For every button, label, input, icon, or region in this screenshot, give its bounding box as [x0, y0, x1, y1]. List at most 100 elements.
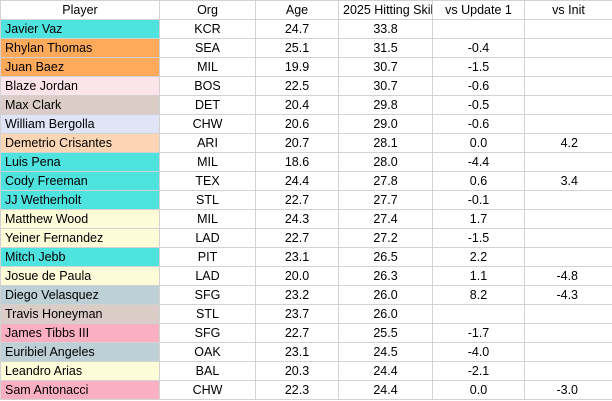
- org-cell[interactable]: SEA: [159, 38, 256, 58]
- player-cell[interactable]: James Tibbs III: [0, 323, 160, 343]
- vs-init-cell[interactable]: [524, 323, 612, 343]
- player-cell[interactable]: Juan Baez: [0, 57, 160, 77]
- vs-init-cell[interactable]: -4.8: [524, 266, 612, 286]
- header-vs-init[interactable]: vs Init: [524, 0, 612, 20]
- age-cell[interactable]: 22.7: [255, 190, 339, 210]
- hitting-skill-cell[interactable]: 30.7: [338, 57, 433, 77]
- hitting-skill-cell[interactable]: 24.4: [338, 380, 433, 400]
- org-cell[interactable]: PIT: [159, 247, 256, 267]
- vs-init-cell[interactable]: 4.2: [524, 133, 612, 153]
- vs-init-cell[interactable]: [524, 247, 612, 267]
- hitting-skill-cell[interactable]: 26.0: [338, 304, 433, 324]
- age-cell[interactable]: 24.3: [255, 209, 339, 229]
- hitting-skill-cell[interactable]: 27.8: [338, 171, 433, 191]
- vs-update-1-cell[interactable]: -0.4: [432, 38, 525, 58]
- org-cell[interactable]: BOS: [159, 76, 256, 96]
- player-cell[interactable]: Max Clark: [0, 95, 160, 115]
- hitting-skill-cell[interactable]: 33.8: [338, 19, 433, 39]
- age-cell[interactable]: 20.3: [255, 361, 339, 381]
- org-cell[interactable]: LAD: [159, 266, 256, 286]
- vs-update-1-cell[interactable]: 0.6: [432, 171, 525, 191]
- age-cell[interactable]: 20.7: [255, 133, 339, 153]
- player-cell[interactable]: Demetrio Crisantes: [0, 133, 160, 153]
- vs-update-1-cell[interactable]: -0.5: [432, 95, 525, 115]
- org-cell[interactable]: MIL: [159, 152, 256, 172]
- org-cell[interactable]: CHW: [159, 114, 256, 134]
- age-cell[interactable]: 24.4: [255, 171, 339, 191]
- age-cell[interactable]: 23.1: [255, 247, 339, 267]
- age-cell[interactable]: 20.4: [255, 95, 339, 115]
- hitting-skill-cell[interactable]: 25.5: [338, 323, 433, 343]
- vs-update-1-cell[interactable]: -4.0: [432, 342, 525, 362]
- age-cell[interactable]: 22.3: [255, 380, 339, 400]
- age-cell[interactable]: 23.1: [255, 342, 339, 362]
- vs-update-1-cell[interactable]: -1.5: [432, 228, 525, 248]
- player-cell[interactable]: Mitch Jebb: [0, 247, 160, 267]
- org-cell[interactable]: STL: [159, 190, 256, 210]
- hitting-skill-cell[interactable]: 26.3: [338, 266, 433, 286]
- vs-update-1-cell[interactable]: [432, 19, 525, 39]
- org-cell[interactable]: SFG: [159, 285, 256, 305]
- vs-init-cell[interactable]: [524, 152, 612, 172]
- vs-update-1-cell[interactable]: -0.6: [432, 76, 525, 96]
- vs-update-1-cell[interactable]: -0.1: [432, 190, 525, 210]
- age-cell[interactable]: 18.6: [255, 152, 339, 172]
- player-cell[interactable]: William Bergolla: [0, 114, 160, 134]
- org-cell[interactable]: SFG: [159, 323, 256, 343]
- hitting-skill-cell[interactable]: 30.7: [338, 76, 433, 96]
- player-cell[interactable]: Blaze Jordan: [0, 76, 160, 96]
- vs-init-cell[interactable]: [524, 342, 612, 362]
- player-cell[interactable]: Cody Freeman: [0, 171, 160, 191]
- org-cell[interactable]: MIL: [159, 57, 256, 77]
- org-cell[interactable]: ARI: [159, 133, 256, 153]
- vs-update-1-cell[interactable]: [432, 304, 525, 324]
- player-cell[interactable]: Luis Pena: [0, 152, 160, 172]
- vs-update-1-cell[interactable]: 0.0: [432, 380, 525, 400]
- vs-init-cell[interactable]: [524, 114, 612, 134]
- vs-update-1-cell[interactable]: -1.5: [432, 57, 525, 77]
- hitting-skill-cell[interactable]: 24.4: [338, 361, 433, 381]
- vs-init-cell[interactable]: 3.4: [524, 171, 612, 191]
- player-cell[interactable]: Travis Honeyman: [0, 304, 160, 324]
- org-cell[interactable]: OAK: [159, 342, 256, 362]
- hitting-skill-cell[interactable]: 29.8: [338, 95, 433, 115]
- hitting-skill-cell[interactable]: 26.5: [338, 247, 433, 267]
- hitting-skill-cell[interactable]: 27.4: [338, 209, 433, 229]
- player-cell[interactable]: Josue de Paula: [0, 266, 160, 286]
- org-cell[interactable]: BAL: [159, 361, 256, 381]
- vs-init-cell[interactable]: [524, 361, 612, 381]
- vs-init-cell[interactable]: [524, 76, 612, 96]
- vs-init-cell[interactable]: -4.3: [524, 285, 612, 305]
- hitting-skill-cell[interactable]: 29.0: [338, 114, 433, 134]
- vs-update-1-cell[interactable]: 1.7: [432, 209, 525, 229]
- age-cell[interactable]: 23.2: [255, 285, 339, 305]
- player-cell[interactable]: Sam Antonacci: [0, 380, 160, 400]
- org-cell[interactable]: CHW: [159, 380, 256, 400]
- vs-init-cell[interactable]: [524, 304, 612, 324]
- org-cell[interactable]: MIL: [159, 209, 256, 229]
- header-player[interactable]: Player: [0, 0, 160, 20]
- player-cell[interactable]: Rhylan Thomas: [0, 38, 160, 58]
- vs-update-1-cell[interactable]: 8.2: [432, 285, 525, 305]
- age-cell[interactable]: 22.7: [255, 228, 339, 248]
- age-cell[interactable]: 24.7: [255, 19, 339, 39]
- vs-update-1-cell[interactable]: -4.4: [432, 152, 525, 172]
- vs-update-1-cell[interactable]: 2.2: [432, 247, 525, 267]
- age-cell[interactable]: 20.0: [255, 266, 339, 286]
- vs-update-1-cell[interactable]: 0.0: [432, 133, 525, 153]
- age-cell[interactable]: 22.7: [255, 323, 339, 343]
- org-cell[interactable]: LAD: [159, 228, 256, 248]
- org-cell[interactable]: TEX: [159, 171, 256, 191]
- vs-update-1-cell[interactable]: -1.7: [432, 323, 525, 343]
- vs-init-cell[interactable]: [524, 95, 612, 115]
- hitting-skill-cell[interactable]: 27.7: [338, 190, 433, 210]
- player-cell[interactable]: Euribiel Angeles: [0, 342, 160, 362]
- vs-init-cell[interactable]: [524, 57, 612, 77]
- vs-init-cell[interactable]: -3.0: [524, 380, 612, 400]
- vs-update-1-cell[interactable]: -2.1: [432, 361, 525, 381]
- age-cell[interactable]: 23.7: [255, 304, 339, 324]
- hitting-skill-cell[interactable]: 24.5: [338, 342, 433, 362]
- header-age[interactable]: Age: [255, 0, 339, 20]
- age-cell[interactable]: 22.5: [255, 76, 339, 96]
- vs-init-cell[interactable]: [524, 209, 612, 229]
